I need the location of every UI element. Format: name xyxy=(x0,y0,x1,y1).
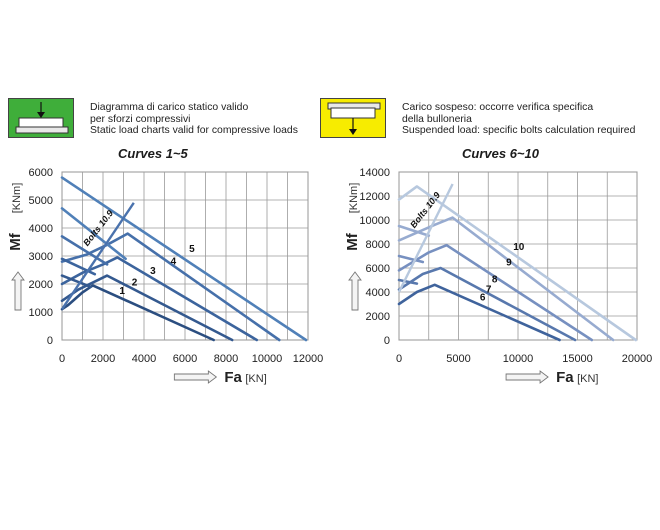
chart-2-xtick-label: 15000 xyxy=(562,353,593,365)
chart-1-series-label: 4 xyxy=(171,256,177,267)
legend-compressive: Diagramma di carico statico valido per s… xyxy=(8,98,328,140)
chart-2-ytick-label: 0 xyxy=(384,335,390,347)
chart-2-series-line xyxy=(397,254,425,264)
legend-suspended-line-1: Carico sospeso: occorre verifica specifi… xyxy=(402,102,594,113)
chart-2-xlabel: Fa xyxy=(556,369,574,386)
compressive-load-icon xyxy=(8,98,74,138)
chart-2-series-line xyxy=(397,185,638,342)
chart-1-ytick-label: 4000 xyxy=(29,223,53,235)
legend-compressive-line-1: Diagramma di carico statico valido xyxy=(90,102,249,113)
suspended-load-icon xyxy=(320,98,386,138)
chart-1-xtick-label: 8000 xyxy=(214,353,238,365)
chart-1-series-line xyxy=(60,207,127,261)
chart-1-series-line xyxy=(60,256,259,342)
chart-1-series-label: 1 xyxy=(119,286,125,297)
chart-2-ytick-label: 2000 xyxy=(366,311,390,323)
chart-1-bolts-line xyxy=(61,202,135,310)
chart-1-ytick-label: 5000 xyxy=(29,195,53,207)
chart-1-xtick-label: 10000 xyxy=(252,353,283,365)
chart-2-ytick-label: 8000 xyxy=(366,239,390,251)
chart-1-series-line xyxy=(60,274,92,289)
charts-canvas: 0 2000 4000 6000 8000 10000 120000100020003000… xyxy=(7,167,653,386)
chart-1-series-line xyxy=(60,257,97,276)
chart-2-series-label: 7 xyxy=(486,285,492,296)
chart-2-xtick-label: 5000 xyxy=(446,353,470,365)
chart-1-title: Curves 1~5 xyxy=(118,146,188,161)
chart-2-series-label: 8 xyxy=(492,274,498,285)
chart-2-series-line xyxy=(397,224,431,237)
chart-2-xtick-label: 10000 xyxy=(503,353,534,365)
chart-1-ytick-label: 2000 xyxy=(29,279,53,291)
chart-1-xtick-label: 0 xyxy=(59,353,65,365)
chart-2-title: Curves 6~10 xyxy=(462,146,539,161)
chart-2-series-label: 10 xyxy=(513,242,525,253)
chart-1-series-line xyxy=(60,176,308,342)
chart-1-xtick-label: 12000 xyxy=(293,353,324,365)
chart-1-x-arrow-icon xyxy=(173,370,218,384)
chart-1-xlabel: Fa xyxy=(224,369,242,386)
chart-1-xtick-label: 4000 xyxy=(132,353,156,365)
legend-suspended-text: Carico sospeso: occorre verifica specifi… xyxy=(402,102,635,137)
chart-2-x-arrow-icon xyxy=(505,370,549,384)
chart-2-series-line xyxy=(397,278,419,285)
chart-1-xtick-label: 6000 xyxy=(173,353,197,365)
chart-2-yunit: [KNm] xyxy=(348,183,360,214)
chart-2-xunit: [KN] xyxy=(577,373,598,385)
chart-1-ytick-label: 3000 xyxy=(29,251,53,263)
chart-2-ytick-label: 14000 xyxy=(359,167,390,179)
chart-1-xtick-label: 2000 xyxy=(91,353,115,365)
chart-2-series-line xyxy=(397,283,561,342)
chart-1-xunit: [KN] xyxy=(245,373,266,385)
legend-compressive-text: Diagramma di carico statico valido per s… xyxy=(90,102,298,137)
chart-1-series-label: 5 xyxy=(189,244,195,255)
chart-2-ytick-label: 4000 xyxy=(366,287,390,299)
chart-2-ylabel: Mf xyxy=(344,232,361,250)
legend-compressive-line-2: per sforzi compressivi xyxy=(90,113,191,125)
chart-2-y-arrow-icon xyxy=(348,271,362,311)
chart-2-ytick-label: 12000 xyxy=(359,191,390,203)
chart-2-bolts-line xyxy=(397,183,454,293)
chart-1-y-arrow-icon xyxy=(11,271,25,311)
legend-compressive-line-3: Static load charts valid for compressive… xyxy=(90,125,298,137)
legend-suspended-line-2: della bulloneria xyxy=(402,113,472,125)
chart-2-series-label: 6 xyxy=(480,292,486,303)
chart-2-xtick-label: 20000 xyxy=(622,353,653,365)
chart-1-series-line xyxy=(60,235,109,266)
legend-suspended-line-3: Suspended load: specific bolts calculati… xyxy=(402,125,636,137)
chart-1-yunit: [KNm] xyxy=(11,183,23,214)
chart-1-ytick-label: 6000 xyxy=(29,167,53,179)
legend-suspended: Carico sospeso: occorre verifica specifi… xyxy=(320,98,660,140)
chart-2-series-label: 9 xyxy=(506,258,512,269)
chart-1-ytick-label: 1000 xyxy=(29,307,53,319)
chart-1-series-label: 2 xyxy=(132,277,138,288)
chart-2-ytick-label: 6000 xyxy=(366,263,390,275)
chart-1-series-label: 3 xyxy=(150,266,156,277)
chart-1-ylabel: Mf xyxy=(7,232,24,250)
chart-1-ytick-label: 0 xyxy=(47,335,53,347)
chart-1-series-line xyxy=(60,284,215,342)
chart-2-ytick-label: 10000 xyxy=(359,215,390,227)
chart-2-xtick-label: 0 xyxy=(396,353,402,365)
